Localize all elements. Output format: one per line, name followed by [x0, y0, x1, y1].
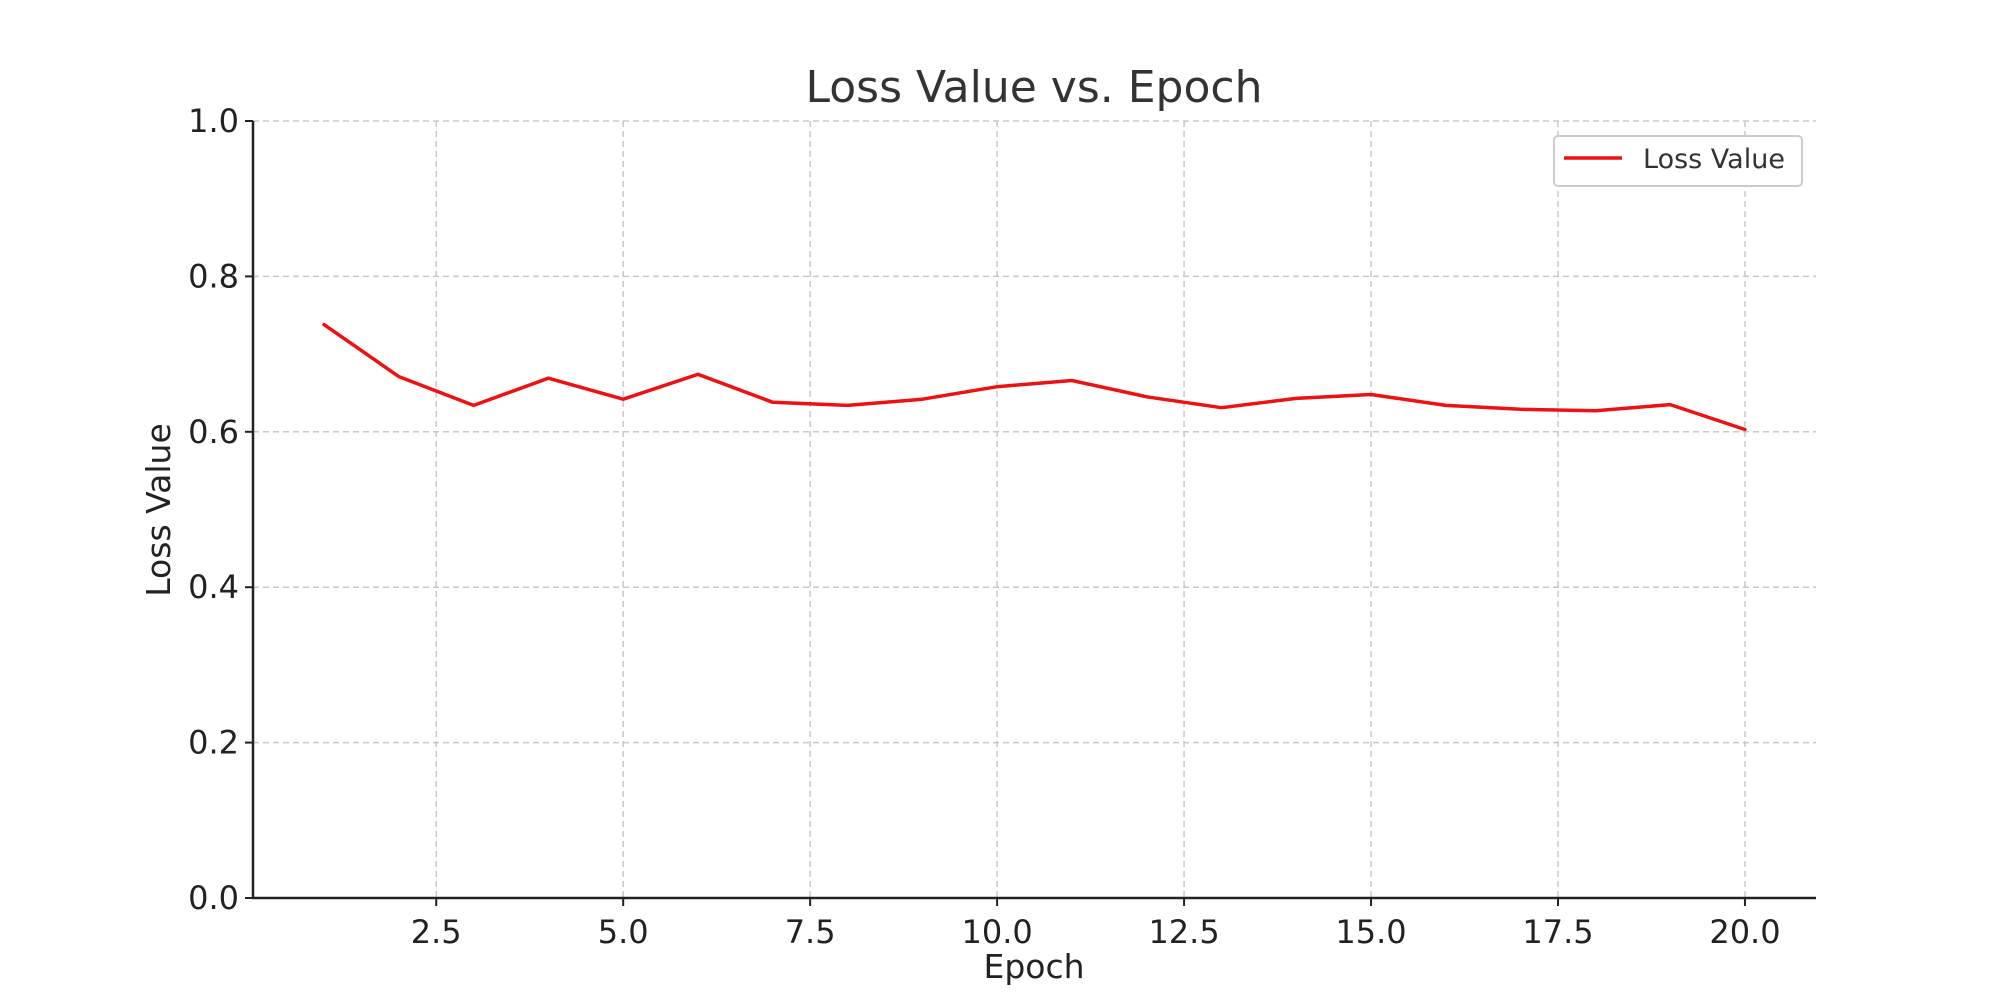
ticks: 2.5 5.0 7.5 10.0 12.5 15.0 17.5 20.0 0.0 0.2 0.4 0.…	[188, 102, 1780, 951]
x-tick-label: 2.5	[411, 913, 462, 951]
grid-lines	[253, 120, 1816, 899]
x-tick-label: 20.0	[1709, 913, 1780, 951]
y-tick-label: 0.0	[188, 879, 239, 917]
series-line-loss-value	[322, 322, 1747, 432]
y-tick-label: 0.4	[188, 568, 239, 606]
legend: Loss Value	[1553, 135, 1803, 187]
chart-title: Loss Value vs. Epoch	[806, 62, 1263, 113]
y-tick-label: 0.8	[188, 257, 239, 295]
x-tick-label: 10.0	[961, 913, 1032, 951]
x-axis-label: Epoch	[983, 947, 1084, 986]
x-tick-label: 15.0	[1335, 913, 1406, 951]
x-tick-label: 7.5	[785, 913, 836, 951]
y-axis-label: Loss Value	[139, 423, 178, 597]
y-tick-label: 0.6	[188, 413, 239, 451]
legend-box	[1553, 135, 1803, 187]
legend-entry-label: Loss Value	[1643, 144, 1785, 175]
x-tick-label: 12.5	[1148, 913, 1219, 951]
x-tick-label: 17.5	[1522, 913, 1593, 951]
y-tick-label: 0.2	[188, 724, 239, 762]
x-tick-label: 5.0	[598, 913, 649, 951]
axes	[251, 121, 1816, 900]
series-layer	[322, 322, 1747, 432]
y-tick-label: 1.0	[188, 102, 239, 140]
